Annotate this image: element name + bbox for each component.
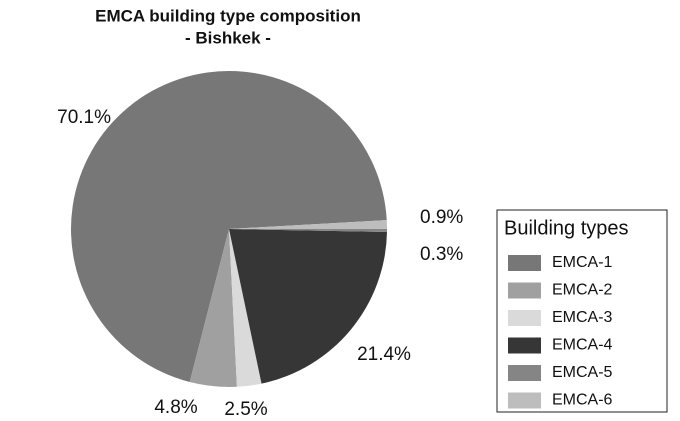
pie-slice — [229, 229, 262, 387]
legend-label: EMCA-2 — [552, 282, 613, 299]
pie-slice — [189, 229, 237, 387]
data-label: 21.4% — [357, 344, 411, 365]
legend-swatch — [508, 310, 541, 326]
data-label: 2.5% — [224, 399, 267, 420]
legend-swatch — [508, 282, 541, 299]
legend-label: EMCA-5 — [552, 364, 613, 381]
legend-label: EMCA-3 — [552, 309, 613, 326]
legend-label: EMCA-4 — [552, 337, 613, 354]
pie-slice — [229, 220, 387, 229]
legend-label: EMCA-6 — [552, 392, 613, 409]
pie-slice — [229, 229, 387, 384]
legend-label: EMCA-1 — [552, 254, 613, 271]
data-label: 0.3% — [420, 244, 463, 265]
legend-swatch — [508, 337, 541, 354]
data-label: 4.8% — [154, 397, 197, 418]
data-label: 0.9% — [420, 207, 463, 228]
data-label: 70.1% — [57, 107, 111, 128]
chart-subtitle: - Bishkek - — [185, 28, 271, 47]
pie-slice — [229, 229, 387, 232]
legend-title: Building types — [504, 217, 629, 239]
pie-slice — [71, 70, 387, 383]
chart-title: EMCA building type composition — [95, 6, 361, 25]
legend-swatch — [508, 392, 541, 409]
legend-swatch — [508, 365, 541, 381]
legend-swatch — [508, 255, 541, 271]
